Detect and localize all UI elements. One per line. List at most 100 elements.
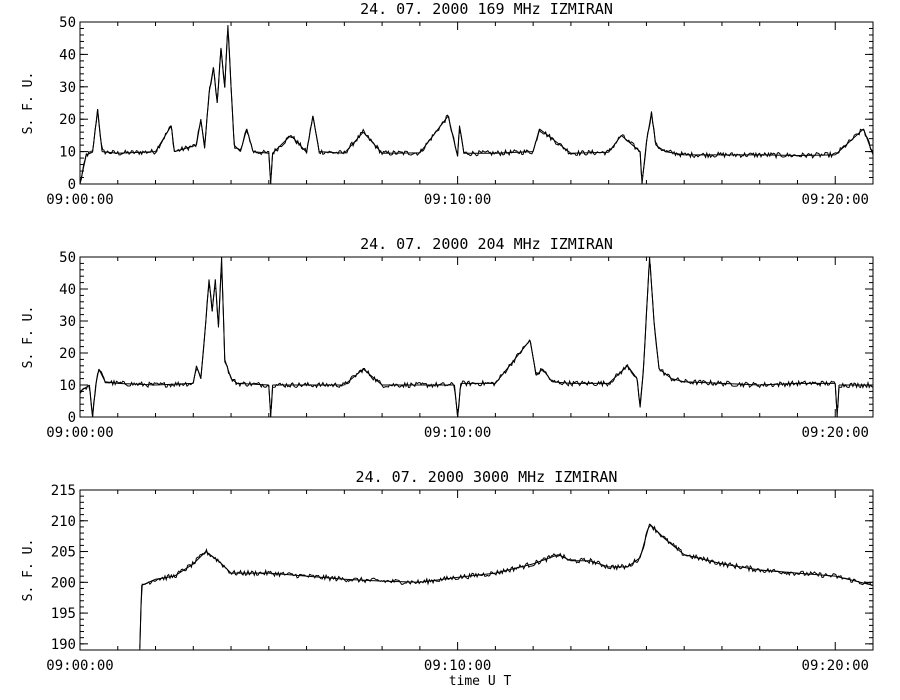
y-tick-label: 50 [59,250,76,266]
data-point-segment [684,554,723,565]
data-point-segment [658,368,672,379]
data-point-segment [155,575,175,580]
data-point-segment [319,151,345,154]
data-point-segment [205,279,210,322]
data-point-segment [645,256,651,315]
x-tick-label: 09:20:00 [802,192,869,208]
data-point-segment [649,523,666,540]
data-point-segment [218,560,232,574]
data-point-segment [653,320,660,370]
data-point-segment [200,320,207,379]
y-axis-label: S. F. U. [21,306,36,369]
data-point-segment [272,135,292,154]
data-point-segment [95,368,100,386]
data-point-segment [551,381,571,384]
data-point-segment [200,119,206,149]
data-point-segment [649,256,655,322]
data-point-segment [306,115,314,153]
plot-frame [79,21,874,185]
data-point-segment [195,365,202,379]
data-point-segment [139,585,143,651]
data-point-segment [212,67,218,104]
data-point-segment [532,128,540,152]
data-point-segment [570,151,609,154]
data-point-segment [529,340,537,376]
y-tick-label: 190 [51,637,76,653]
data-point-segment [204,93,210,149]
data-point-segment [224,25,229,87]
data-point-segment [268,384,272,418]
data-point-segment [684,381,722,384]
data-point-segment [419,115,449,154]
x-tick-label: 09:10:00 [424,192,491,208]
data-point-segment [192,365,197,384]
x-tick-label: 09:00:00 [46,192,113,208]
data-point-segment [447,115,459,157]
data-point-segment [220,47,226,87]
data-point-segment [208,279,213,312]
x-tick-label: 09:00:00 [46,658,113,674]
data-point-segment [797,154,836,156]
data-point-segment [608,135,622,153]
plot-frame [79,256,874,418]
series-line-1 [79,264,874,417]
data-point-segment [174,144,197,153]
data-point-segment [627,365,638,379]
data-point-segment [542,368,553,383]
data-point-segment [639,151,643,185]
y-tick-label: 0 [68,177,76,193]
data-point-segment [863,128,874,156]
data-point-segment [639,372,644,408]
data-point-segment [306,575,345,580]
chart-panel-2: 24. 07. 2000 204 MHz IZMIRAN S. F. U. 0 10 2… [21,235,874,441]
data-point-segment [558,554,572,562]
data-point-segment [217,256,223,328]
y-tick-label: 215 [51,483,76,499]
data-point-segment [216,47,222,104]
x-tick-label: 09:00:00 [46,425,113,441]
data-point-segment [835,575,874,586]
chart-panel-3: 24. 07. 2000 3000 MHz IZMIRAN S. F. U. 190… [21,468,874,689]
data-point-segment [343,131,364,154]
data-point-segment [664,538,685,556]
data-point-segment [457,572,496,578]
data-point-segment [195,119,202,146]
data-point-segment [453,384,459,418]
data-point-segment [721,382,760,386]
y-tick-label: 200 [51,575,76,591]
y-axis-label: S. F. U. [21,72,36,135]
data-point-segment [362,131,383,154]
data-point-segment [535,368,543,376]
data-point-segment [797,572,836,577]
x-tick-label: 09:20:00 [802,425,869,441]
x-tick-label: 09:10:00 [424,425,491,441]
data-point-segment [457,383,462,418]
data-point-segment [382,580,420,583]
data-point-segment [141,578,156,586]
data-point-segment [117,151,156,154]
y-tick-label: 20 [59,346,76,362]
data-point-segment [233,144,241,152]
data-point-segment [636,378,641,408]
series-line-1 [139,524,873,648]
data-point-segment [79,154,87,185]
data-point-segment [759,154,798,156]
y-tick-label: 205 [51,545,76,561]
data-point-segment [642,314,647,373]
data-point-segment [419,576,458,583]
data-point-segment [205,551,219,562]
data-point-segment [105,381,118,384]
data-point-segment [155,125,172,152]
data-point-segment [92,384,97,418]
chart-panel-1: 24. 07. 2000 169 MHz IZMIRAN S. F. U. 0 10 2… [21,0,874,208]
data-point-segment [98,368,106,383]
data-point-segment [246,128,254,152]
data-point-segment [240,128,248,152]
data-point-segment [589,560,609,568]
y-tick-label: 30 [59,80,76,96]
data-point-segment [721,563,760,571]
data-point-segment [230,86,235,146]
data-point-segment [539,128,553,140]
data-point-segment [665,151,685,156]
